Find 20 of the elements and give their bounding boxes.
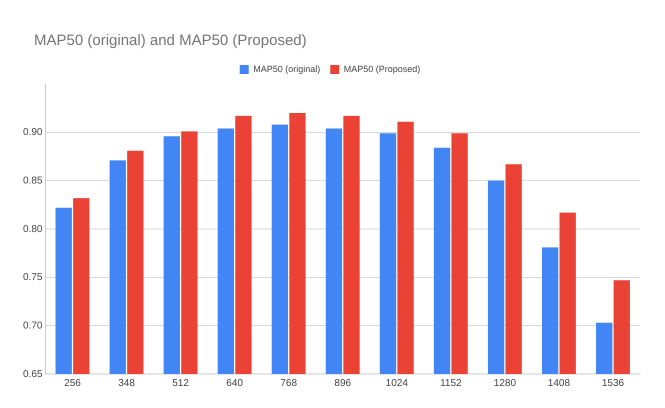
- y-tick-label: 0.70: [22, 320, 43, 332]
- chart-title: MAP50 (original) and MAP50 (Proposed): [34, 32, 307, 49]
- x-tick-label: 640: [226, 378, 244, 389]
- y-tick-label: 0.85: [22, 175, 43, 186]
- legend-label: MAP50 (original): [253, 64, 320, 74]
- y-tick-label: 0.90: [22, 127, 43, 138]
- x-tick-label: 768: [280, 378, 298, 389]
- y-tick-label: 0.65: [22, 368, 43, 380]
- x-tick-label: 896: [334, 378, 352, 389]
- x-tick-label: 512: [172, 378, 190, 389]
- y-tick-label: 0.80: [22, 224, 43, 235]
- x-tick-label: 1024: [386, 378, 408, 389]
- x-tick-label: 1408: [548, 378, 570, 389]
- legend-label: MAP50 (Proposed): [344, 64, 420, 74]
- x-tick-label: 1280: [494, 378, 516, 389]
- y-tick-label: 0.75: [22, 272, 43, 284]
- x-tick-label: 256: [64, 378, 82, 389]
- x-tick-label: 1152: [440, 378, 462, 389]
- x-tick-label: 1536: [602, 378, 625, 389]
- x-tick-label: 348: [118, 378, 136, 389]
